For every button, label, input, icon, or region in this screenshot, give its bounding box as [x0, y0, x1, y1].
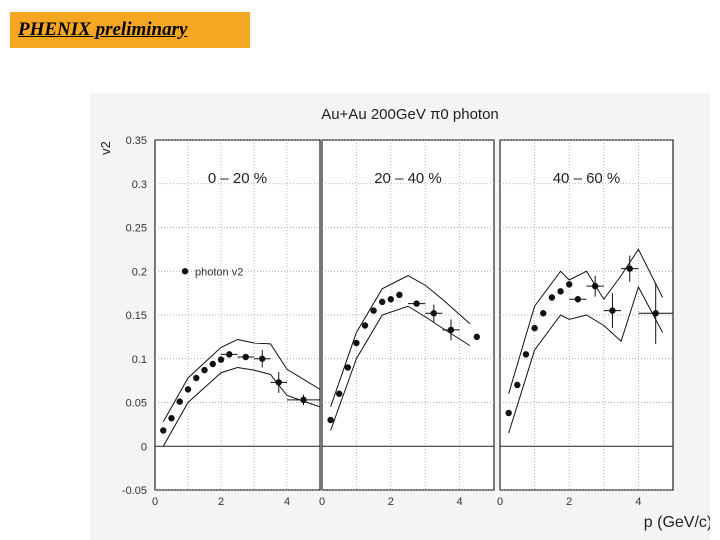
data-point: [473, 333, 480, 341]
data-point: [336, 390, 343, 397]
x-tick-label: 4: [635, 496, 641, 508]
data-point: [184, 386, 192, 393]
panel-centrality-label: 20 – 40 %: [374, 170, 442, 187]
figure-title: Au+Au 200GeV π0 photon: [321, 106, 499, 123]
data-point: [626, 265, 633, 272]
data-point: [361, 322, 369, 329]
y-tick-label: 0.15: [126, 310, 147, 322]
x-tick-label: 2: [218, 496, 224, 508]
data-point: [413, 300, 420, 307]
data-point: [505, 409, 512, 417]
x-tick-label: 0: [152, 496, 158, 508]
band-lower-line: [330, 305, 471, 431]
data-point: [566, 281, 573, 288]
y-axis-label: v2: [98, 141, 113, 155]
data-point: [217, 356, 225, 363]
data-point: [259, 355, 266, 362]
band-lower-line: [162, 366, 321, 447]
y-tick-label: 0: [141, 441, 147, 453]
y-tick-label: 0.35: [126, 135, 147, 147]
x-tick-label: 2: [388, 496, 394, 508]
data-point: [379, 298, 386, 306]
data-point: [514, 381, 521, 389]
band-upper-line: [508, 248, 664, 394]
chart-panels: -0.05 0 0.05 0.1 0.15 0.2 0.25 0.3 0.35 0 2 4 0 – 20…: [122, 135, 674, 508]
data-point: [591, 282, 599, 290]
y-tick-label: 0.3: [132, 179, 147, 191]
data-point: [447, 326, 455, 334]
band-lower-line: [508, 285, 664, 434]
data-point: [387, 296, 394, 303]
data-point: [522, 351, 530, 358]
data-point: [226, 351, 233, 358]
data-point: [574, 296, 582, 303]
phenix-preliminary-badge: PHENIX preliminary: [10, 12, 250, 48]
data-point: [370, 307, 377, 314]
y-tick-label: 0.2: [132, 266, 147, 278]
panel-centrality-label: 40 – 60 %: [553, 170, 621, 187]
x-axis-label: p (GeV/c): [644, 514, 710, 531]
y-tick-label: -0.05: [122, 485, 147, 497]
badge-label: PHENIX preliminary: [18, 19, 188, 40]
data-point: [242, 353, 249, 361]
panel-2: 0 2 4 20 – 40 %: [319, 139, 495, 508]
data-point: [209, 360, 216, 368]
data-point: [168, 415, 175, 422]
data-point: [176, 398, 183, 405]
data-point: [353, 339, 360, 347]
x-tick-label: 0: [497, 496, 503, 508]
panel-frame: [321, 139, 495, 491]
data-point: [160, 427, 167, 434]
data-point: [540, 310, 547, 317]
data-point: [193, 374, 200, 382]
y-tick-label: 0.25: [126, 223, 147, 235]
data-point: [557, 288, 564, 295]
x-tick-label: 4: [284, 496, 290, 508]
y-tick-label: 0.05: [126, 398, 147, 410]
x-tick-label: 4: [457, 496, 463, 508]
data-point: [531, 324, 538, 332]
panel-3: 0 2 4 40 – 60 %: [497, 139, 674, 508]
x-tick-label: 0: [319, 496, 325, 508]
data-point: [344, 364, 351, 371]
data-point: [430, 310, 437, 317]
y-tick-label: 0.1: [132, 354, 147, 366]
legend-marker: [181, 268, 189, 275]
panel-1: -0.05 0 0.05 0.1 0.15 0.2 0.25 0.3 0.35 0 2 4 0 – 20…: [122, 135, 321, 508]
data-point: [548, 294, 556, 301]
band-upper-line: [330, 275, 471, 408]
band-upper-line: [162, 338, 321, 422]
data-point: [609, 307, 616, 314]
data-point: [300, 396, 307, 404]
legend-label: photon v2: [195, 266, 243, 278]
x-tick-label: 2: [566, 496, 572, 508]
v2-chart: Au+Au 200GeV π0 photon v2 p (GeV/c) -0.0…: [90, 93, 710, 540]
data-point: [396, 291, 403, 299]
data-point: [275, 379, 282, 386]
data-point: [327, 416, 334, 424]
panel-centrality-label: 0 – 20 %: [208, 170, 267, 187]
data-point: [201, 366, 208, 374]
data-point: [652, 310, 659, 317]
